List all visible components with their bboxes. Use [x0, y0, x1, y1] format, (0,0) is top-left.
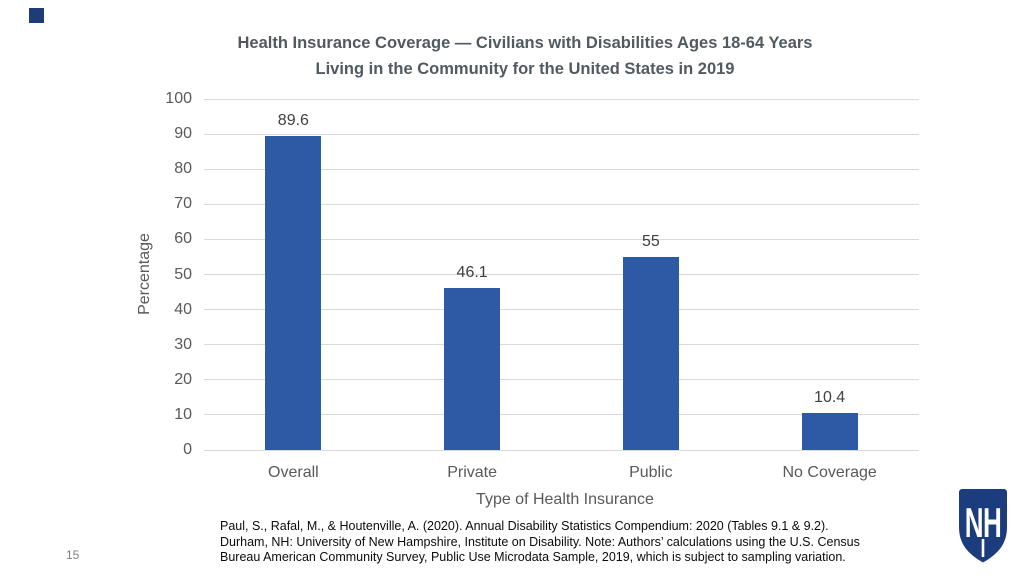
chart-title: Health Insurance Coverage — Civilians wi… — [99, 30, 951, 82]
y-axis-tick-label: 30 — [174, 335, 192, 353]
bar-value-label: 46.1 — [456, 264, 488, 282]
bar-value-label: 55 — [641, 232, 660, 250]
citation: Paul, S., Rafal, M., & Houtenville, A. (… — [220, 519, 900, 566]
chart-title-line2: Living in the Community for the United S… — [315, 60, 735, 78]
x-axis-title: Type of Health Insurance — [476, 491, 654, 508]
y-axis-tick-label: 60 — [174, 230, 192, 248]
x-axis-category-label: Private — [447, 464, 498, 481]
gridline — [204, 168, 919, 170]
unh-shield-shape — [959, 489, 1007, 563]
gridline — [204, 274, 919, 275]
x-axis-category-label: Public — [629, 464, 673, 481]
gridline — [204, 379, 919, 381]
gridline — [204, 133, 919, 135]
y-axis-tick-label: 10 — [174, 405, 192, 423]
x-axis-category-label: No Coverage — [782, 464, 877, 481]
gridline — [204, 238, 919, 240]
bar — [265, 135, 322, 450]
unh-monogram-stripe — [981, 539, 985, 557]
y-axis-tick-label: 20 — [174, 370, 192, 388]
y-axis-tick-label: 70 — [174, 195, 192, 213]
y-axis-tick-label: 100 — [165, 90, 192, 107]
bar — [444, 288, 501, 450]
bar — [622, 256, 679, 450]
x-axis-category-label: Overall — [268, 464, 319, 481]
bar-value-label: 89.6 — [277, 111, 309, 129]
y-axis-tick-label: 0 — [183, 441, 192, 458]
unh-logo-icon: NH — [959, 489, 1007, 563]
citation-line: Paul, S., Rafal, M., & Houtenville, A. (… — [220, 519, 829, 533]
bar — [801, 413, 858, 450]
page-number: 15 — [66, 548, 80, 562]
y-axis-tick-label: 40 — [174, 300, 192, 318]
corner-accent-square — [29, 8, 44, 23]
gridline — [204, 309, 919, 311]
y-axis-tick-label: 90 — [174, 125, 192, 143]
unh-monogram: NH — [965, 500, 1001, 547]
y-axis-tick-label: 50 — [174, 265, 192, 283]
citation-line: Durham, NH: University of New Hampshire,… — [220, 534, 860, 549]
bar-value-label: 10.4 — [814, 389, 846, 407]
citation-line: Bureau American Community Survey, Public… — [220, 550, 846, 564]
chart-title-line1: Health Insurance Coverage — Civilians wi… — [237, 34, 813, 52]
gridline — [204, 344, 919, 346]
gridline — [204, 203, 919, 205]
y-axis-tick-label: 80 — [174, 160, 192, 178]
gridline — [204, 449, 919, 451]
gridline — [204, 414, 919, 416]
gridline — [204, 98, 919, 100]
